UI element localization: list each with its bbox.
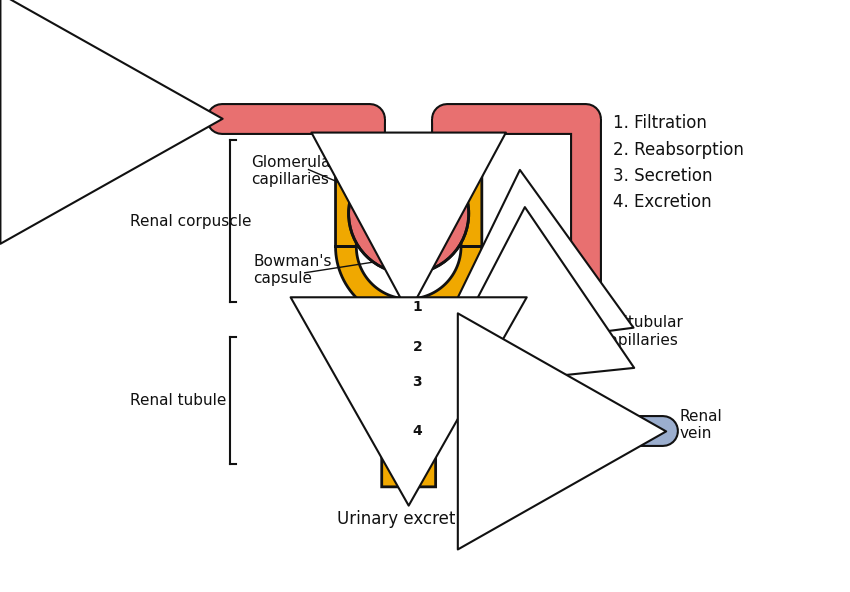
Text: 2. Reabsorption: 2. Reabsorption xyxy=(613,140,744,159)
Text: 1. Filtration: 1. Filtration xyxy=(613,114,706,133)
Text: 3. Secretion: 3. Secretion xyxy=(613,167,712,185)
Text: 4. Excretion: 4. Excretion xyxy=(613,193,711,211)
Text: 1: 1 xyxy=(412,300,422,314)
Text: Peritubular
capillaries: Peritubular capillaries xyxy=(599,315,683,348)
Text: Glomerular
capillaries: Glomerular capillaries xyxy=(251,155,337,187)
Text: Bowman's
capsule: Bowman's capsule xyxy=(253,253,332,286)
Polygon shape xyxy=(517,300,591,337)
Text: 2: 2 xyxy=(412,340,422,353)
Text: Renal
vein: Renal vein xyxy=(680,409,722,442)
Text: Urinary excretion: Urinary excretion xyxy=(337,510,480,528)
Polygon shape xyxy=(517,337,591,374)
Text: 4: 4 xyxy=(412,424,422,439)
Polygon shape xyxy=(382,299,435,487)
Bar xyxy=(517,330,591,343)
Text: 3: 3 xyxy=(412,375,422,389)
Text: Renal corpuscle: Renal corpuscle xyxy=(130,214,252,229)
Polygon shape xyxy=(336,136,482,320)
Circle shape xyxy=(348,153,468,274)
Text: Renal tubule: Renal tubule xyxy=(130,393,226,408)
